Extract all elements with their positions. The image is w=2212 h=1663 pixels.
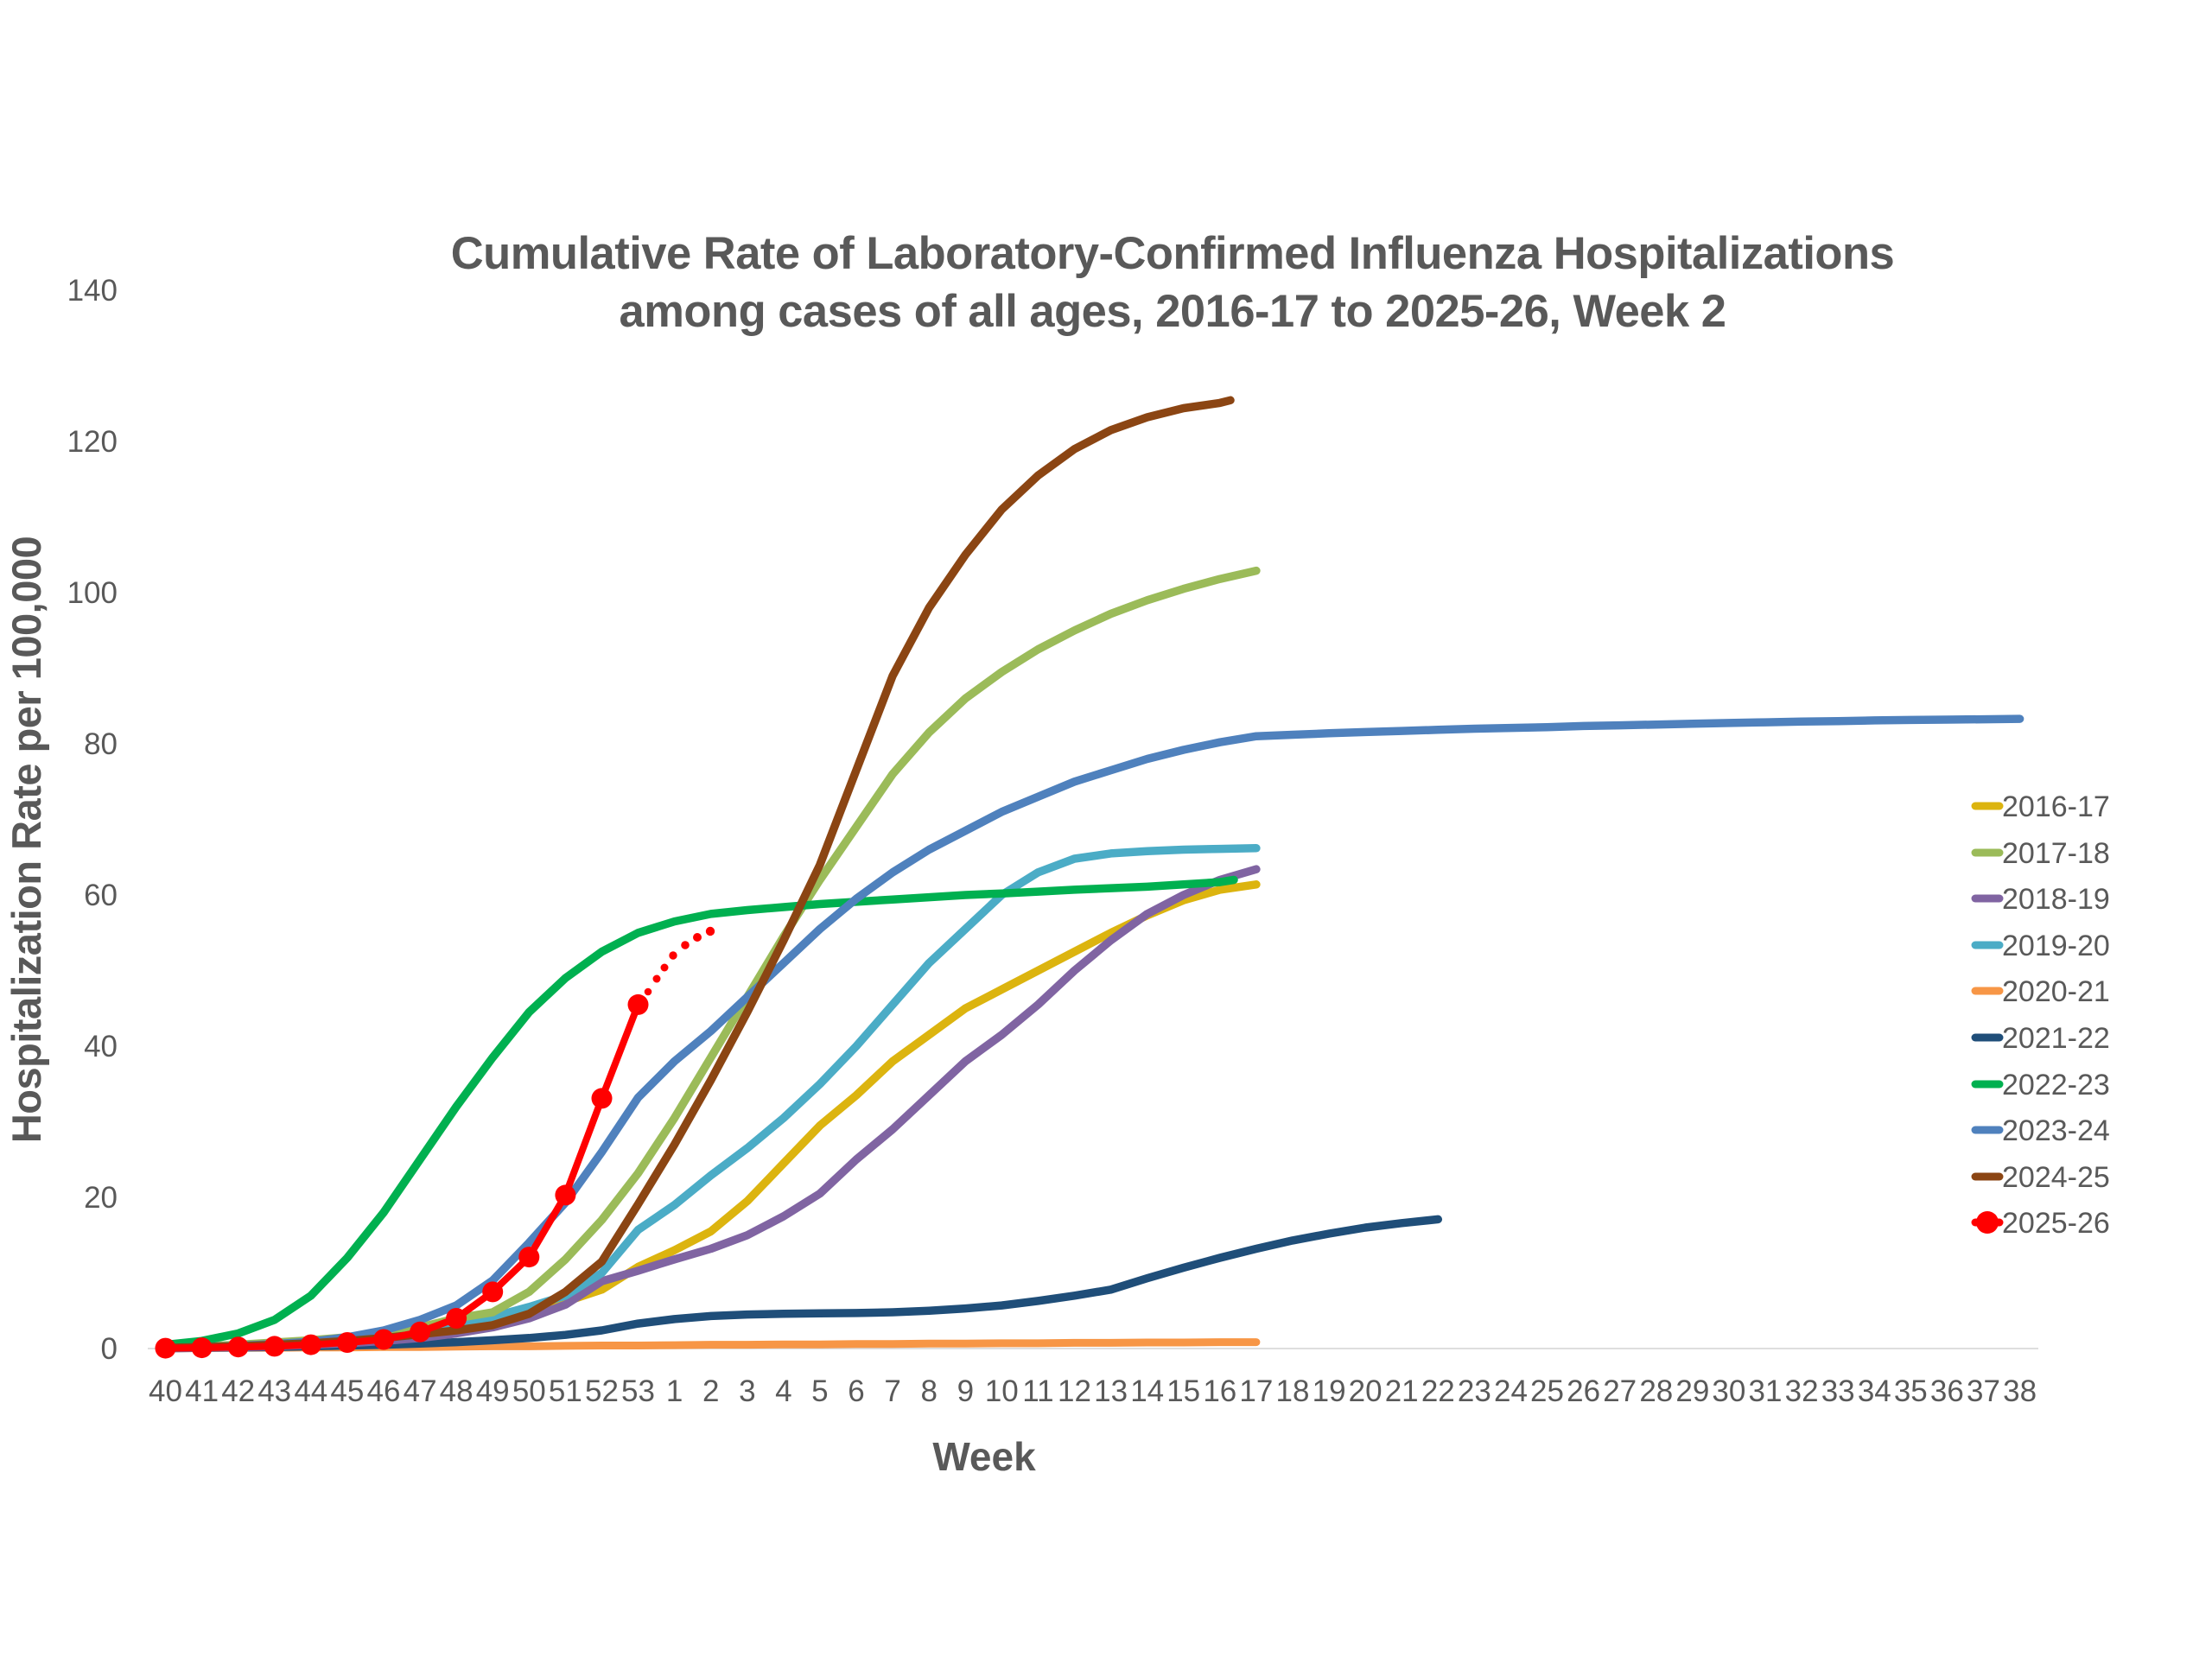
svg-text:22: 22	[1421, 1374, 1455, 1408]
svg-text:25: 25	[1530, 1374, 1564, 1408]
svg-text:80: 80	[84, 727, 118, 761]
svg-text:2: 2	[702, 1374, 719, 1408]
svg-text:34: 34	[1858, 1374, 1891, 1408]
svg-text:4: 4	[775, 1374, 791, 1408]
svg-text:12: 12	[1058, 1374, 1091, 1408]
svg-text:28: 28	[1639, 1374, 1673, 1408]
svg-text:11: 11	[1022, 1374, 1053, 1408]
svg-text:100: 100	[67, 576, 118, 610]
svg-text:2023-24: 2023-24	[2002, 1114, 2110, 1147]
svg-text:45: 45	[330, 1374, 364, 1408]
svg-text:41: 41	[185, 1374, 219, 1408]
svg-text:0: 0	[101, 1332, 118, 1366]
svg-text:33: 33	[1821, 1374, 1855, 1408]
svg-text:3: 3	[739, 1374, 755, 1408]
svg-text:60: 60	[84, 879, 118, 912]
svg-text:120: 120	[67, 425, 118, 459]
svg-text:Week: Week	[932, 1434, 1036, 1479]
svg-text:2025-26: 2025-26	[2002, 1207, 2110, 1240]
svg-text:35: 35	[1894, 1374, 1928, 1408]
svg-text:50: 50	[512, 1374, 546, 1408]
svg-text:2017-18: 2017-18	[2002, 837, 2110, 870]
svg-text:2016-17: 2016-17	[2002, 790, 2110, 823]
svg-text:29: 29	[1675, 1374, 1709, 1408]
svg-text:8: 8	[920, 1374, 937, 1408]
svg-text:26: 26	[1567, 1374, 1600, 1408]
svg-text:16: 16	[1203, 1374, 1236, 1408]
svg-text:51: 51	[549, 1374, 582, 1408]
svg-text:17: 17	[1239, 1374, 1273, 1408]
svg-text:23: 23	[1458, 1374, 1491, 1408]
svg-text:37: 37	[1967, 1374, 2000, 1408]
svg-text:140: 140	[67, 274, 118, 308]
svg-text:2024-25: 2024-25	[2002, 1161, 2110, 1194]
svg-text:10: 10	[985, 1374, 1019, 1408]
svg-text:48: 48	[440, 1374, 474, 1408]
svg-text:43: 43	[257, 1374, 291, 1408]
svg-text:Hospitalization Rate per 100,0: Hospitalization Rate per 100,000	[3, 536, 49, 1143]
svg-text:2021-22: 2021-22	[2002, 1022, 2110, 1055]
svg-text:5: 5	[811, 1374, 828, 1408]
svg-text:Cumulative Rate of Laboratory-: Cumulative Rate of Laboratory-Confirmed …	[451, 228, 1895, 279]
svg-text:14: 14	[1130, 1374, 1164, 1408]
svg-text:46: 46	[367, 1374, 401, 1408]
svg-text:36: 36	[1930, 1374, 1964, 1408]
svg-text:44: 44	[294, 1374, 327, 1408]
svg-text:6: 6	[848, 1374, 864, 1408]
svg-text:20: 20	[1349, 1374, 1382, 1408]
svg-text:47: 47	[404, 1374, 437, 1408]
svg-text:9: 9	[957, 1374, 974, 1408]
svg-text:32: 32	[1785, 1374, 1819, 1408]
svg-text:19: 19	[1313, 1374, 1346, 1408]
svg-text:40: 40	[149, 1374, 182, 1408]
svg-text:1: 1	[666, 1374, 683, 1408]
svg-text:20: 20	[84, 1181, 118, 1215]
svg-text:31: 31	[1749, 1374, 1783, 1408]
svg-text:2019-20: 2019-20	[2002, 930, 2110, 962]
svg-text:49: 49	[476, 1374, 510, 1408]
svg-text:2018-19: 2018-19	[2002, 883, 2110, 916]
svg-text:2020-21: 2020-21	[2002, 975, 2110, 1008]
svg-text:2022-23: 2022-23	[2002, 1069, 2110, 1101]
svg-text:53: 53	[621, 1374, 655, 1408]
svg-text:21: 21	[1385, 1374, 1419, 1408]
svg-text:30: 30	[1712, 1374, 1745, 1408]
svg-text:13: 13	[1094, 1374, 1128, 1408]
svg-text:among cases of all ages, 2016-: among cases of all ages, 2016-17 to 2025…	[620, 286, 1726, 337]
svg-text:40: 40	[84, 1030, 118, 1063]
svg-text:42: 42	[221, 1374, 255, 1408]
svg-text:27: 27	[1603, 1374, 1637, 1408]
svg-text:18: 18	[1276, 1374, 1310, 1408]
svg-text:24: 24	[1494, 1374, 1528, 1408]
svg-text:15: 15	[1166, 1374, 1200, 1408]
svg-text:52: 52	[585, 1374, 619, 1408]
svg-text:7: 7	[884, 1374, 900, 1408]
svg-text:38: 38	[2003, 1374, 2037, 1408]
